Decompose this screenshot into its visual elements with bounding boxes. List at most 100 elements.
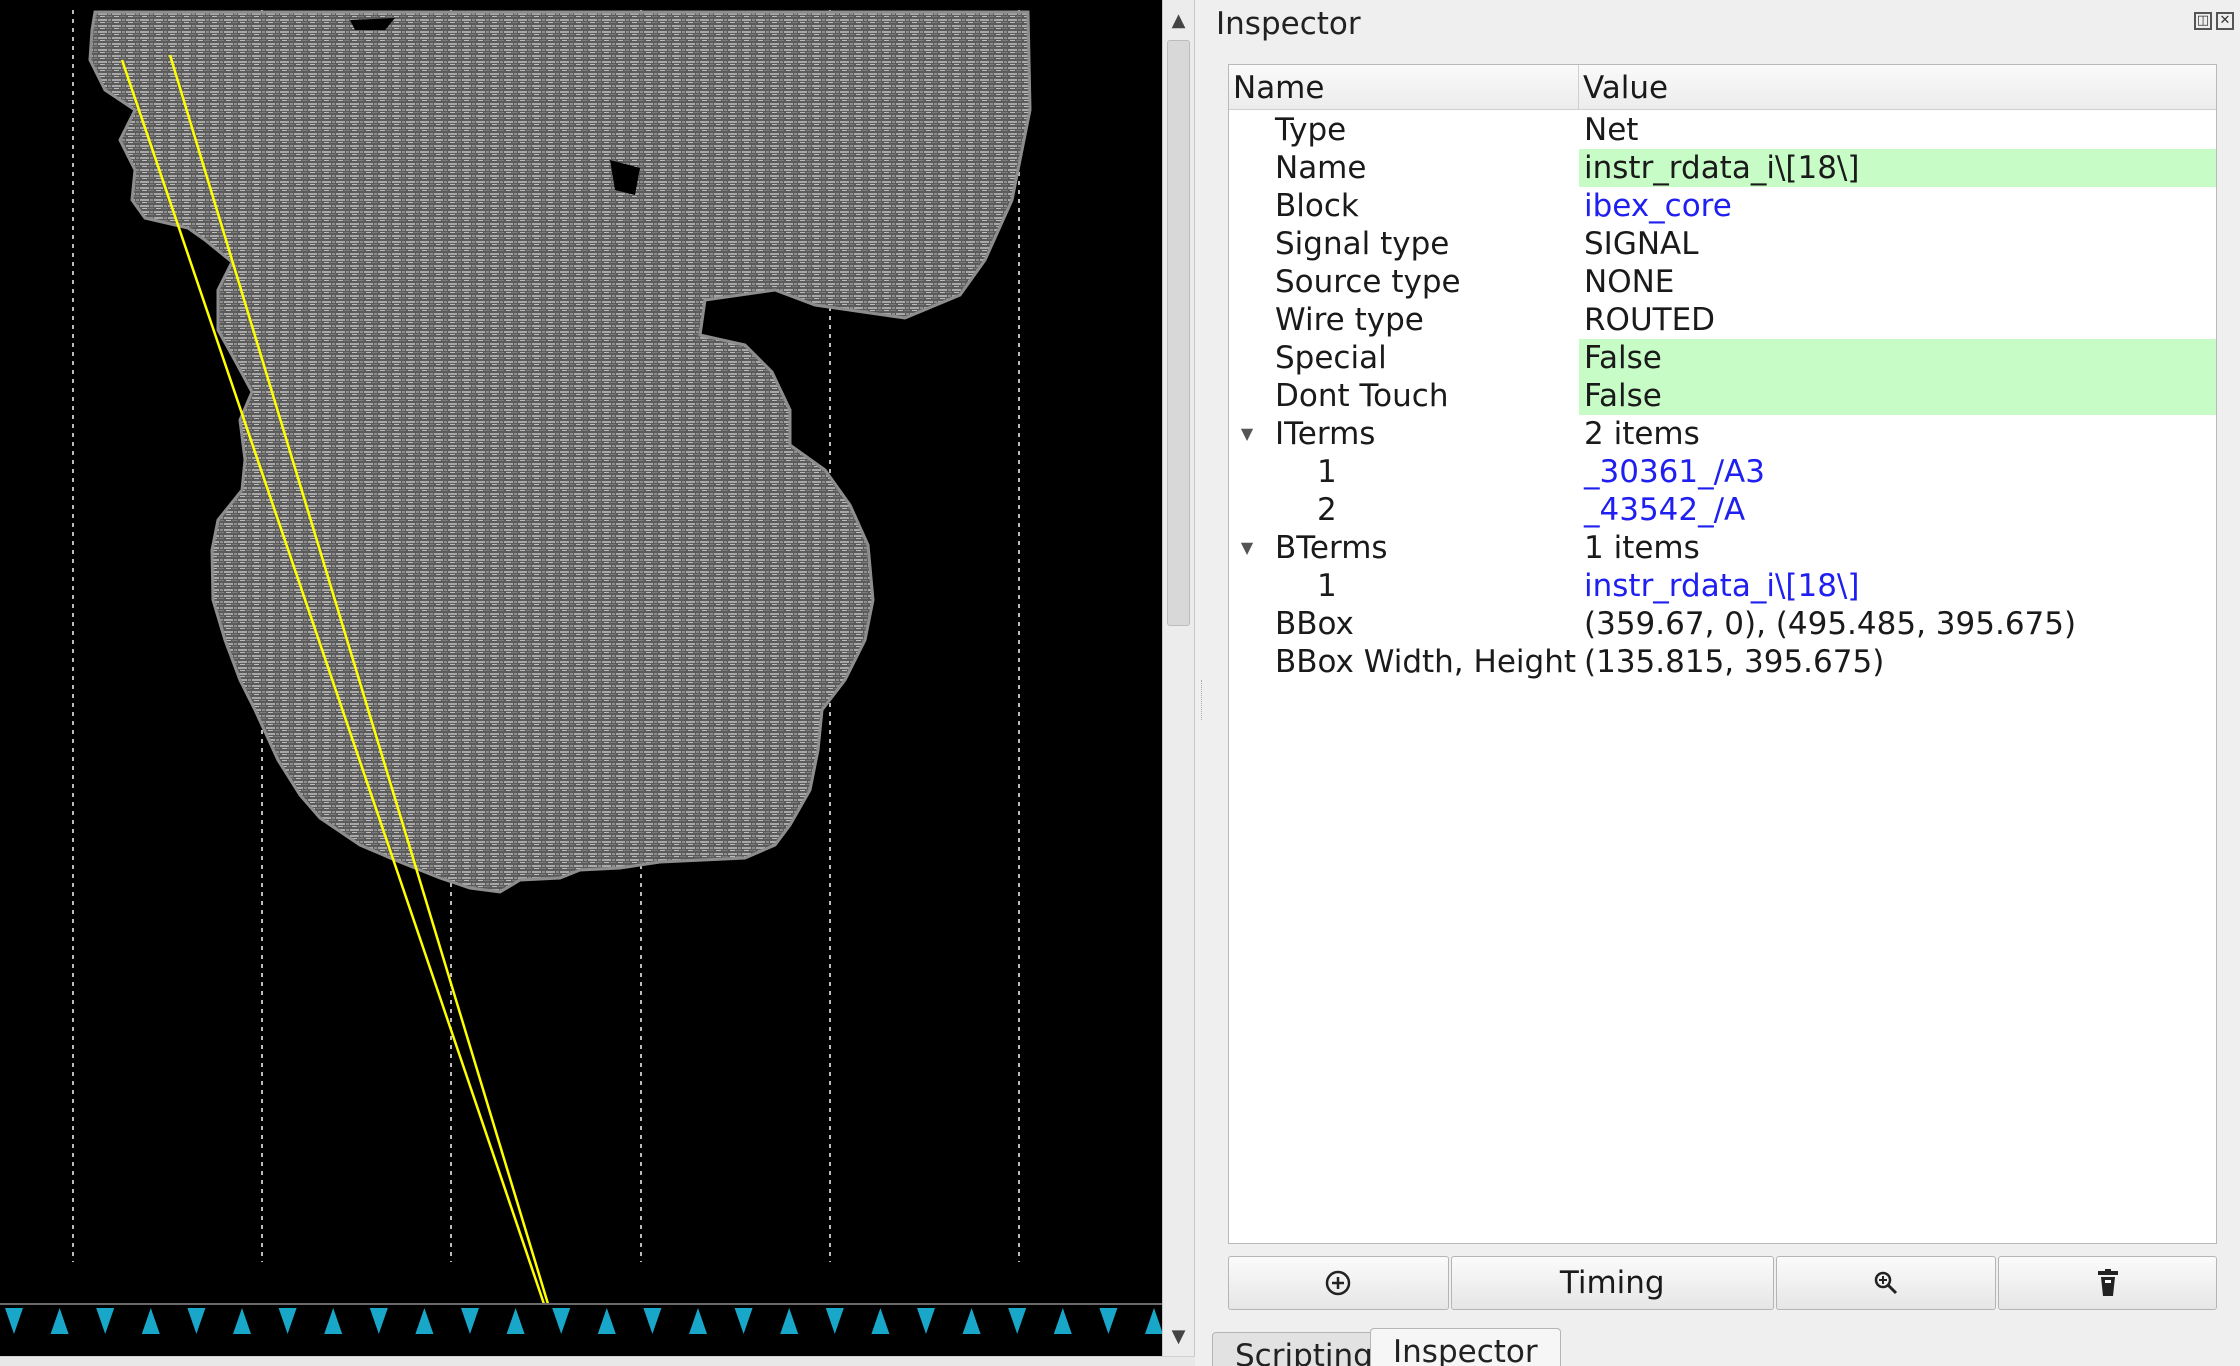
iterm-link[interactable]: _43542_/A xyxy=(1584,492,1746,528)
row-name: Signal type xyxy=(1275,226,1450,262)
io-pin[interactable] xyxy=(5,1308,23,1334)
expand-chevron-down-icon[interactable]: ▼ xyxy=(1240,424,1254,443)
io-pin[interactable] xyxy=(689,1308,707,1334)
io-pin[interactable] xyxy=(324,1308,343,1334)
io-pin[interactable] xyxy=(50,1308,69,1334)
property-tree[interactable]: Name Value Type Net Name instr_rdata_i\[… xyxy=(1228,64,2217,1244)
placement-void-2 xyxy=(350,18,395,30)
tab-inspector[interactable]: Inspector xyxy=(1370,1328,1561,1366)
dock-title: Inspector xyxy=(1216,6,1361,42)
dock-tab-bar: Scripting Inspector xyxy=(1210,1326,2240,1366)
tree-header: Name Value xyxy=(1229,65,2216,110)
tree-row-iterm-2[interactable]: 2 _43542_/A xyxy=(1229,491,2216,529)
delete-button[interactable] xyxy=(1998,1256,2217,1310)
scroll-down-arrow-icon[interactable]: ▼ xyxy=(1171,1326,1186,1347)
tree-row-source-type[interactable]: Source type NONE xyxy=(1229,263,2216,301)
inspector-dock: Inspector ◫ ✕ Name Value Type Net Name i… xyxy=(1210,0,2240,1366)
close-dock-icon[interactable]: ✕ xyxy=(2216,12,2234,30)
io-pin[interactable] xyxy=(369,1308,388,1334)
timing-button[interactable]: Timing xyxy=(1450,1256,1774,1310)
io-pin[interactable] xyxy=(962,1308,981,1334)
row-name: Wire type xyxy=(1275,302,1424,338)
scroll-up-arrow-icon[interactable]: ▲ xyxy=(1171,10,1186,31)
row-value: ROUTED xyxy=(1584,302,1716,338)
io-pin[interactable] xyxy=(141,1308,160,1334)
io-pin[interactable] xyxy=(187,1308,206,1334)
io-pin[interactable] xyxy=(917,1308,935,1334)
inspector-button-bar: Timing xyxy=(1228,1256,2217,1310)
tree-row-bterms[interactable]: ▼ BTerms 1 items xyxy=(1229,529,2216,567)
io-pin[interactable] xyxy=(734,1308,753,1334)
dock-title-buttons: ◫ ✕ xyxy=(2194,12,2234,30)
row-name: 1 xyxy=(1317,454,1337,490)
dock-splitter[interactable] xyxy=(1195,0,1210,1366)
row-name: BTerms xyxy=(1275,530,1388,566)
io-pin[interactable] xyxy=(552,1308,571,1334)
io-pin[interactable] xyxy=(233,1308,251,1334)
io-pin[interactable] xyxy=(1145,1308,1162,1334)
io-pin[interactable] xyxy=(643,1308,662,1334)
row-name: Block xyxy=(1275,188,1359,224)
layout-canvas[interactable] xyxy=(0,0,1162,1356)
tree-row-name[interactable]: Name instr_rdata_i\[18\] xyxy=(1229,149,2216,187)
tree-row-bterm-1[interactable]: 1 instr_rdata_i\[18\] xyxy=(1229,567,2216,605)
io-pin[interactable] xyxy=(461,1308,479,1334)
io-pin[interactable] xyxy=(415,1308,434,1334)
block-link[interactable]: ibex_core xyxy=(1584,188,1732,224)
row-name: Type xyxy=(1275,112,1347,148)
scrollbar-thumb[interactable] xyxy=(1167,40,1190,626)
tree-row-block[interactable]: Block ibex_core xyxy=(1229,187,2216,225)
io-pin[interactable] xyxy=(597,1308,616,1334)
row-value: Net xyxy=(1584,112,1639,148)
io-pin[interactable] xyxy=(278,1308,297,1334)
float-dock-icon[interactable]: ◫ xyxy=(2194,12,2212,30)
row-value-editable[interactable]: False xyxy=(1579,377,2216,415)
io-pin[interactable] xyxy=(1099,1308,1118,1334)
tree-row-iterms[interactable]: ▼ ITerms 2 items xyxy=(1229,415,2216,453)
io-pin[interactable] xyxy=(1008,1308,1027,1334)
zoom-button[interactable] xyxy=(1775,1256,1997,1310)
tree-row-dont-touch[interactable]: Dont Touch False xyxy=(1229,377,2216,415)
trash-icon xyxy=(2097,1269,2118,1296)
tree-row-iterm-1[interactable]: 1 _30361_/A3 xyxy=(1229,453,2216,491)
row-value: (135.815, 395.675) xyxy=(1584,644,1885,680)
tree-row-bbox-size[interactable]: BBox Width, Height (135.815, 395.675) xyxy=(1229,643,2216,681)
row-value-editable[interactable]: instr_rdata_i\[18\] xyxy=(1579,149,2216,187)
focus-button[interactable] xyxy=(1228,1256,1449,1310)
tab-scripting[interactable]: Scripting xyxy=(1212,1332,1396,1366)
zoom-icon xyxy=(1874,1271,1898,1295)
row-value: 1 items xyxy=(1584,530,1700,566)
io-pin[interactable] xyxy=(825,1308,844,1334)
column-header-value[interactable]: Value xyxy=(1583,70,1669,106)
io-pin[interactable] xyxy=(506,1308,525,1334)
row-value: (359.67, 0), (495.485, 395.675) xyxy=(1584,606,2077,642)
viewer-vertical-scrollbar[interactable]: ▲ ▼ xyxy=(1162,0,1195,1356)
row-value: 2 items xyxy=(1584,416,1700,452)
iterm-link[interactable]: _30361_/A3 xyxy=(1584,454,1765,490)
tree-row-bbox[interactable]: BBox (359.67, 0), (495.485, 395.675) xyxy=(1229,605,2216,643)
row-name: Source type xyxy=(1275,264,1461,300)
placement-void xyxy=(610,160,640,195)
bterm-link[interactable]: instr_rdata_i\[18\] xyxy=(1584,568,1860,604)
placed-cells-cluster xyxy=(88,10,1032,894)
viewer-horizontal-scrollbar[interactable] xyxy=(0,1356,1195,1366)
row-name: ITerms xyxy=(1275,416,1376,452)
row-name: Name xyxy=(1275,150,1367,186)
row-value: SIGNAL xyxy=(1584,226,1699,262)
io-pin[interactable] xyxy=(1053,1308,1072,1334)
row-value-editable[interactable]: False xyxy=(1579,339,2216,377)
column-header-name[interactable]: Name xyxy=(1229,65,1579,110)
row-name: 1 xyxy=(1317,568,1337,604)
io-pin-row xyxy=(0,1303,1162,1334)
expand-chevron-down-icon[interactable]: ▼ xyxy=(1240,538,1254,557)
tree-row-wire-type[interactable]: Wire type ROUTED xyxy=(1229,301,2216,339)
io-pin[interactable] xyxy=(780,1308,799,1334)
row-name: Dont Touch xyxy=(1275,378,1449,414)
io-pin[interactable] xyxy=(96,1308,115,1334)
tree-row-special[interactable]: Special False xyxy=(1229,339,2216,377)
io-pin[interactable] xyxy=(871,1308,890,1334)
tree-row-type[interactable]: Type Net xyxy=(1229,111,2216,149)
layout-viewer[interactable] xyxy=(0,0,1162,1356)
tree-row-signal-type[interactable]: Signal type SIGNAL xyxy=(1229,225,2216,263)
